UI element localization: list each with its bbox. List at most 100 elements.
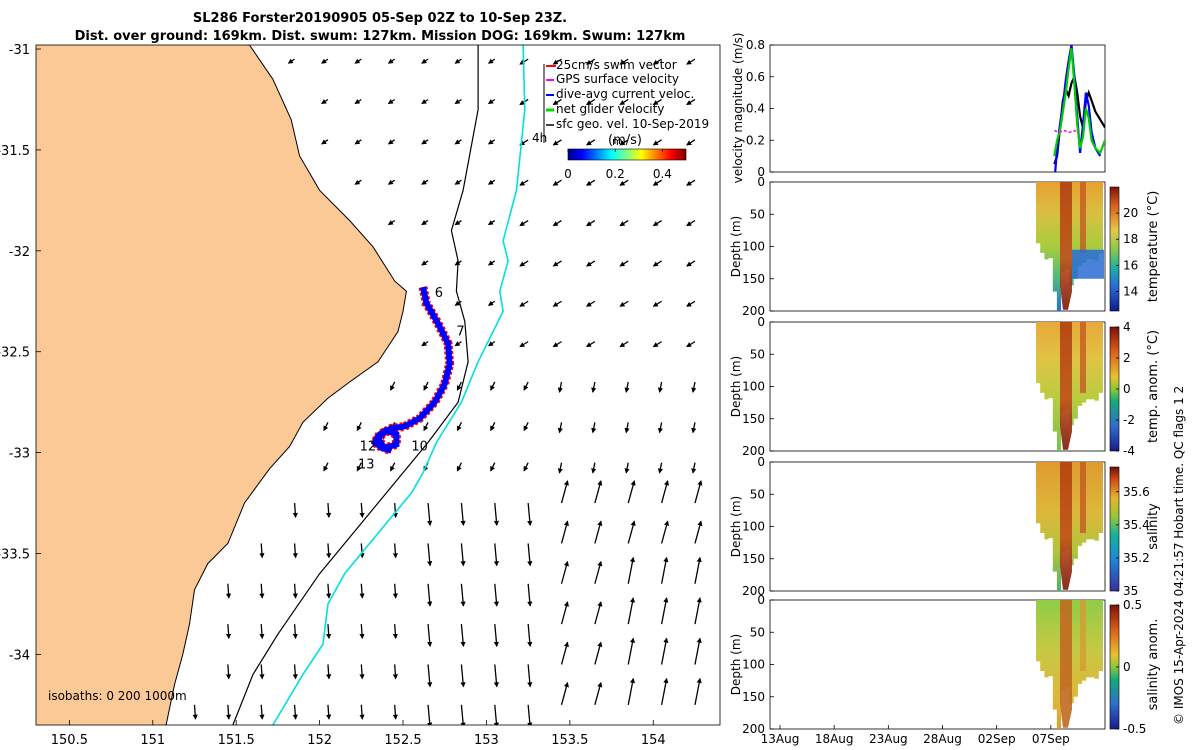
current-vector	[292, 624, 298, 640]
current-vector	[694, 677, 702, 705]
section-colorbar-tick-label: 4	[1123, 320, 1131, 334]
current-vector	[624, 462, 630, 474]
section-y-tick-label: 200	[742, 444, 765, 458]
map-colorbar-tick-label: 0	[564, 167, 572, 181]
current-vector	[591, 381, 597, 393]
section-colorbar-label: temperature (°C)	[1146, 191, 1161, 303]
current-vector	[657, 462, 663, 474]
current-vector	[359, 664, 365, 680]
current-vector	[490, 462, 496, 472]
current-vector	[686, 260, 696, 267]
current-vector	[619, 58, 629, 65]
current-vector	[487, 179, 496, 185]
legend-entry-net: net glider velocity	[556, 102, 664, 116]
section-y-tick-label: 50	[750, 487, 765, 501]
section-x-tick-label: 07Sep	[1032, 732, 1070, 746]
current-vector	[585, 300, 596, 307]
map-x-tick-label: 152	[307, 733, 332, 748]
current-vector	[557, 422, 563, 434]
day-label: 10	[411, 440, 428, 455]
current-vector	[527, 543, 533, 567]
section-panel: 0 50 100 150 200 Depth (m) -0.5 0 0.5 salinity an…	[729, 593, 1161, 746]
current-vector	[691, 422, 697, 434]
current-vector	[686, 300, 696, 307]
current-vector	[686, 58, 696, 65]
current-vector	[359, 502, 365, 519]
current-vector	[421, 260, 429, 266]
current-vector	[519, 300, 529, 307]
section-warm-core	[1060, 182, 1072, 310]
current-vector	[487, 98, 496, 105]
current-vector	[225, 583, 232, 599]
current-vector	[392, 704, 398, 720]
current-vector	[287, 58, 295, 64]
current-vector	[392, 624, 398, 640]
current-vector	[686, 219, 696, 227]
current-vector	[552, 139, 562, 146]
section-colorbar-tick-label: 35.4	[1123, 518, 1150, 532]
day-labels: 6 7 10 12 13	[358, 286, 465, 473]
isobath-caption: isobaths: 0 200 1000m	[48, 689, 187, 703]
current-vector	[594, 520, 603, 544]
velocity-y-tick-label: 0.2	[746, 133, 765, 147]
section-x-tick-label: 13Aug	[761, 732, 800, 746]
velocity-series-line	[1054, 129, 1080, 134]
current-vector	[493, 543, 499, 567]
section-colorbar-tick-label: 0	[1123, 660, 1131, 674]
current-vector	[552, 341, 562, 348]
current-vector	[523, 462, 529, 472]
current-vector	[657, 422, 663, 434]
current-vector	[490, 381, 496, 391]
current-vector	[359, 624, 365, 640]
current-vector	[321, 139, 329, 145]
current-vector	[594, 560, 603, 584]
current-vector	[652, 98, 662, 106]
current-vector	[694, 520, 703, 544]
current-vector	[421, 98, 429, 105]
legend-entry-swim: 25cm/s swim vector	[556, 58, 677, 72]
section-y-tick-label: 150	[742, 412, 765, 426]
current-vector	[585, 219, 596, 227]
current-vector	[619, 300, 629, 307]
current-vector	[527, 704, 533, 725]
current-vector	[326, 583, 332, 599]
section-colorbar-label: salinity anom.	[1146, 619, 1161, 711]
section-ylabel: Depth (m)	[729, 634, 743, 695]
current-vector	[652, 179, 662, 186]
section-warm-core	[1060, 600, 1072, 728]
section-y-tick-label: 200	[742, 584, 765, 598]
current-vector	[619, 260, 629, 267]
section-y-tick-label: 0	[757, 175, 765, 189]
current-vector	[523, 381, 529, 391]
section-colorbar-tick-label: -2	[1123, 413, 1135, 427]
current-vector	[619, 179, 629, 186]
current-vector	[694, 637, 702, 665]
current-vector	[427, 583, 433, 607]
current-vector	[326, 543, 332, 559]
current-vector	[652, 58, 662, 65]
section-warm-core	[1080, 600, 1086, 671]
section-y-tick-label: 50	[750, 207, 765, 221]
current-vector	[321, 98, 329, 105]
current-vector	[619, 341, 629, 348]
land-area	[36, 45, 407, 725]
current-vector	[694, 597, 702, 625]
current-vector	[585, 179, 596, 186]
current-vector	[354, 98, 362, 105]
current-vector	[354, 58, 362, 64]
current-vector	[259, 583, 265, 599]
current-vector	[493, 704, 499, 725]
section-panel: 0 50 100 150 200 Depth (m) -4 -2 0 2 4 temp. anom. …	[729, 315, 1161, 458]
section-y-tick-label: 100	[742, 520, 765, 534]
current-vector	[454, 300, 462, 306]
velocity-y-tick-label: 0	[757, 165, 765, 179]
current-vector	[624, 381, 630, 393]
current-vector	[259, 543, 265, 559]
current-vector	[691, 381, 697, 393]
current-vector	[493, 664, 499, 688]
section-y-tick-label: 0	[757, 593, 765, 607]
current-vector	[557, 462, 563, 474]
current-vector	[225, 704, 232, 720]
